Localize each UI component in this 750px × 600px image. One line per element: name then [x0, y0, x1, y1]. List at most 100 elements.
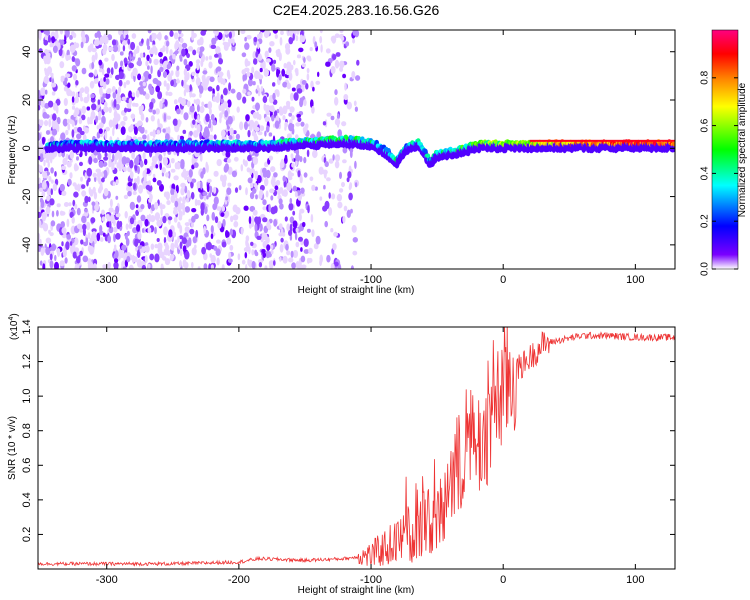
- spectrogram-cell: [228, 251, 232, 259]
- spectrogram-cell: [113, 218, 116, 227]
- spectrogram-cell: [84, 86, 90, 94]
- spectrogram-cell: [348, 192, 353, 201]
- spectrogram-cell: [339, 60, 345, 69]
- spectrogram-cell: [79, 90, 83, 99]
- spectrogram-cell: [65, 153, 69, 160]
- spectrogram-cell: [50, 72, 54, 77]
- spectrogram-cell: [351, 224, 357, 233]
- spectrogram-cell: [285, 243, 289, 251]
- spectrogram-cell: [351, 71, 356, 79]
- spectrogram-cell: [348, 184, 352, 191]
- spectrogram-cell: [112, 181, 116, 186]
- spectrogram-cell: [118, 167, 122, 172]
- spectrogram-cell: [182, 206, 186, 216]
- spectrogram-cell: [251, 249, 255, 256]
- spectrogram-cell: [147, 227, 152, 234]
- spectrogram-cell: [62, 190, 66, 195]
- spectrogram-cell: [156, 180, 162, 186]
- spectrogram-cell: [160, 207, 163, 216]
- spectrogram-cell: [247, 129, 251, 138]
- spectrogram-cell: [134, 178, 138, 183]
- spectrogram-cell: [50, 188, 53, 196]
- spectrogram-cell: [228, 135, 233, 140]
- spectrogram-cell: [257, 54, 263, 61]
- spectrogram-cell: [257, 74, 264, 80]
- spectrogram-cell: [162, 71, 168, 78]
- spectrogram-cell: [178, 30, 182, 35]
- spectrogram-cell: [258, 259, 264, 264]
- spectrogram-cell: [38, 155, 41, 160]
- spectrogram-cell: [243, 247, 249, 252]
- spectrogram-cell: [292, 220, 298, 228]
- spectrogram-cell: [270, 166, 276, 173]
- spectrogram-cell: [294, 191, 298, 198]
- spectrogram-cell: [92, 186, 96, 194]
- spectrogram-cell: [265, 190, 269, 198]
- spectrogram-cell: [88, 186, 92, 195]
- spectrogram-cell: [186, 189, 191, 199]
- spectrogram-cell: [114, 158, 117, 165]
- spectrogram-cell: [164, 35, 168, 41]
- spectrogram-cell: [236, 106, 240, 113]
- spectrogram-cell: [247, 177, 253, 184]
- spectrogram-cell: [272, 59, 277, 64]
- figure-title: C2E4.2025.283.16.56.G26: [273, 2, 440, 18]
- spectrogram-cell: [245, 114, 250, 122]
- spectrogram-cell: [45, 158, 50, 163]
- spectrogram-cell: [187, 46, 194, 52]
- spectrogram-cell: [139, 108, 143, 116]
- spectrogram-cell: [170, 70, 174, 76]
- spectrogram-cell: [278, 106, 283, 113]
- spectrogram-cell: [288, 112, 293, 117]
- spectrogram-cell: [108, 235, 111, 242]
- spectrogram-cell: [208, 192, 212, 198]
- spectrogram-cell: [167, 91, 173, 97]
- spectrogram-cell: [290, 30, 293, 38]
- spectrogram-cell: [60, 132, 66, 141]
- spectrogram-cell: [55, 105, 59, 114]
- spectrogram-cell: [251, 66, 255, 74]
- spectrogram-cell: [71, 65, 77, 72]
- spectrogram-cell: [343, 94, 349, 101]
- ridge-cell: [374, 139, 379, 145]
- spectrogram-cell: [54, 33, 59, 40]
- spectrogram-cell: [214, 30, 219, 37]
- spectrogram-cell: [188, 237, 192, 247]
- spectrogram-cell: [170, 79, 175, 87]
- spectrogram-cell: [147, 263, 151, 269]
- spectrogram-cell: [311, 184, 316, 192]
- spectrogram-cell: [57, 42, 61, 50]
- spectrogram-cell: [54, 254, 57, 262]
- spectrogram-cell: [215, 47, 219, 53]
- spectrogram-cell: [349, 147, 354, 153]
- spectrogram-cell: [342, 146, 348, 154]
- spectrogram-cell: [246, 35, 252, 40]
- spectrogram-cell: [199, 85, 204, 94]
- spectrogram-cell: [105, 126, 110, 132]
- spectrogram-cell: [59, 183, 65, 192]
- spectrogram-cell: [213, 186, 217, 194]
- spectrogram-cell: [135, 123, 139, 127]
- spectrogram-cell: [328, 158, 334, 164]
- spectrogram-cell: [170, 242, 175, 251]
- spectrogram-cell: [176, 78, 180, 84]
- spectrogram-cell: [258, 113, 262, 121]
- spectrogram-cell: [122, 44, 126, 52]
- spectrogram-cell: [223, 165, 228, 173]
- spectrogram-cell: [49, 77, 52, 82]
- spectrogram-cell: [114, 258, 119, 263]
- spectrogram-cell: [111, 39, 117, 46]
- spectrogram-cell: [270, 195, 274, 201]
- spectrogram-cell: [199, 36, 204, 46]
- spectrogram-cell: [81, 190, 87, 197]
- spectrogram-cell: [38, 132, 41, 141]
- spectrogram-cell: [326, 254, 331, 263]
- spectrogram-cell: [102, 264, 107, 269]
- spectrogram-cell: [145, 184, 151, 191]
- spectrogram-cell: [286, 82, 291, 90]
- spectrogram-cell: [207, 123, 212, 129]
- spectrogram-cell: [105, 213, 110, 220]
- spectrogram-cell: [205, 56, 209, 61]
- spectrogram-cell: [86, 179, 89, 187]
